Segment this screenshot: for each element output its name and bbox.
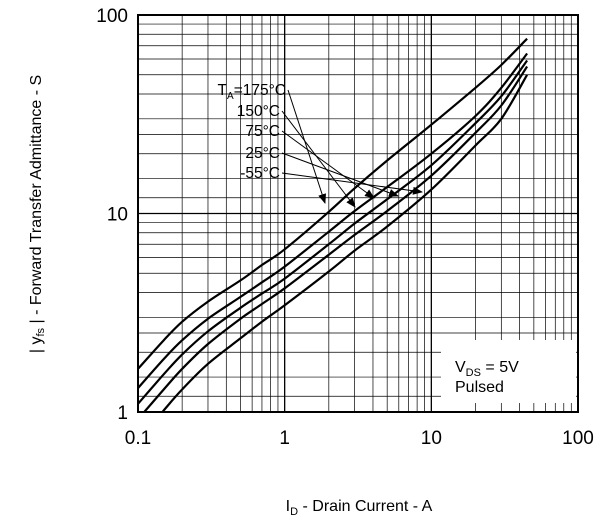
x-axis-label: ID - Drain Current - A [286,498,433,518]
curves [138,37,529,412]
annotation-arrow [281,110,356,208]
annotation-label: 75°C [245,123,280,140]
annotation-arrow [281,152,399,197]
series-line [160,74,529,412]
note-vds: VDS = 5V [455,359,519,379]
series-line [138,37,528,370]
x-tick-label: 100 [562,428,594,449]
annotation-label: 25°C [245,145,280,162]
x-tick-label: 1 [279,428,290,449]
y-tick-label: 100 [96,6,128,27]
annotation-label: TA=175°C [218,82,286,102]
y-axis-label: | yfs | - Forward Transfer Admittance - … [28,75,47,353]
series-line [138,59,528,405]
note-pulsed: Pulsed [455,379,504,396]
annotation-label: 150°C [237,103,280,120]
annotation-arrow [281,130,375,199]
y-tick-label: 1 [117,403,128,424]
legend-note-box [441,340,576,403]
tick-labels: 0.1 1 10 100 1 10 100 [96,6,594,449]
x-tick-label: 0.1 [125,428,151,449]
annotation-arrow [287,89,327,204]
annotation-arrow [281,172,423,195]
plot-frame [137,14,579,413]
series-line [142,65,529,412]
y-tick-label: 10 [107,205,128,226]
series-line [138,52,528,389]
x-tick-label: 10 [421,428,442,449]
annotation-label: -55°C [240,165,280,182]
